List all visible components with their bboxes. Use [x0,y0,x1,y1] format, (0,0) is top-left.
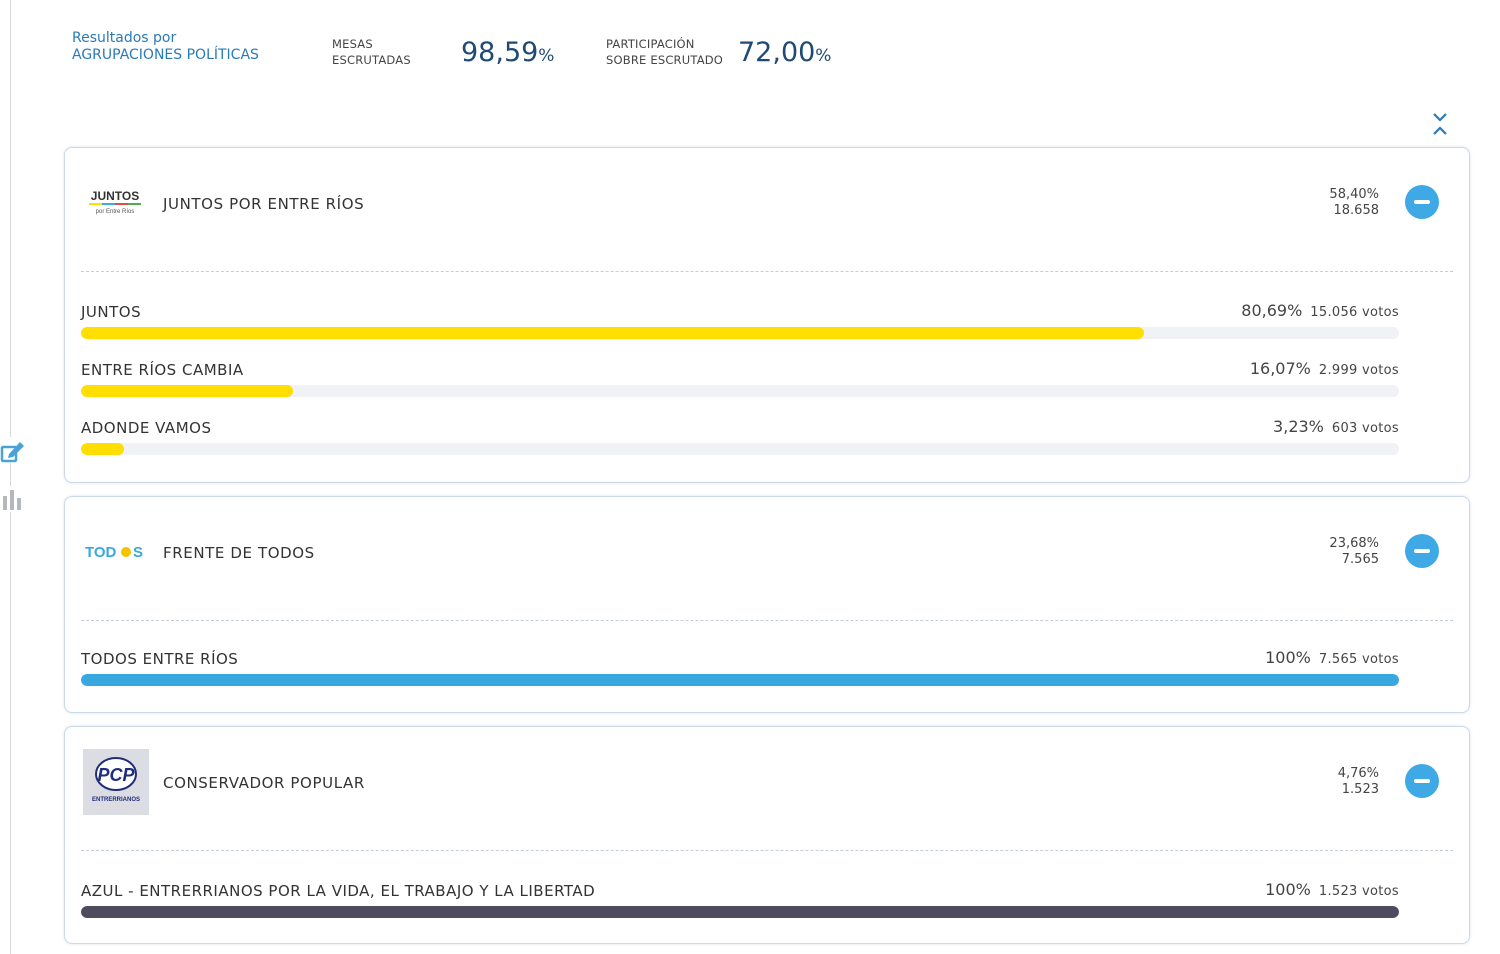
collapse-card-button[interactable] [1405,764,1439,798]
pcp-logo-text-2: ENTRERRIANOS [92,797,140,803]
sublist-name: AZUL - ENTRERRIANOS POR LA VIDA, EL TRAB… [81,882,596,900]
party-pct: 58,40% [1329,187,1379,202]
pcp-logo-text-1: PCP [97,765,135,785]
participacion-label: PARTICIPACIÓN SOBRE ESCRUTADO [606,36,723,68]
mesas-label: MESAS ESCRUTADAS [332,36,411,68]
party-votes: 1.523 [1341,782,1379,797]
progress-track [81,327,1399,339]
sublist-votes: 15.056 votos [1310,305,1399,320]
sublist-result: 16,07% 2.999 votos [1250,359,1399,378]
progress-fill [81,443,124,455]
participacion-number: 72,00 [738,37,816,68]
sublist-votes: 603 votos [1331,421,1399,436]
party-votes: 18.658 [1333,203,1380,218]
party-name: CONSERVADOR POPULAR [163,774,365,792]
mesas-label-line2: ESCRUTADAS [332,53,411,67]
progress-track [81,385,1399,397]
party-pct: 4,76% [1337,766,1379,781]
party-votes: 7.565 [1341,552,1379,567]
sublist-name: JUNTOS [81,303,142,321]
party-name: FRENTE DE TODOS [163,544,315,562]
party-stats: 23,68% 7.565 [1329,536,1379,568]
mesas-number: 98,59 [461,37,539,68]
juntos-logo-subtitle: por Entre Ríos [96,209,135,215]
results-title-line1: Resultados por [72,30,177,46]
left-rail-line [10,0,11,954]
progress-track [81,906,1399,918]
progress-track [81,674,1399,686]
party-stats: 58,40% 18.658 [1329,187,1379,219]
sublist-votes: 1.523 votos [1318,884,1399,899]
collapse-all-icon[interactable] [1428,110,1452,138]
mesas-label-line1: MESAS [332,37,373,51]
todos-logo-text-2: S [133,544,143,561]
progress-fill [81,327,1145,339]
sublist-pct: 100% [1265,880,1311,899]
results-title: Resultados por AGRUPACIONES POLÍTICAS [72,30,259,64]
progress-fill [81,385,293,397]
party-card-juntos: JUNTOS por Entre Ríos JUNTOS POR ENTRE R… [64,147,1470,483]
juntos-logo: JUNTOS por Entre Ríos [83,188,147,218]
collapse-card-button[interactable] [1405,185,1439,219]
sublist-pct: 16,07% [1249,359,1311,378]
collapse-card-button[interactable] [1405,534,1439,568]
party-card-pcp: PCP ENTRERRIANOS CONSERVADOR POPULAR 4,7… [64,726,1470,944]
edit-icon[interactable] [0,437,26,463]
sublist-name: TODOS ENTRE RÍOS [81,650,239,668]
card-divider [81,850,1453,851]
party-stats: 4,76% 1.523 [1338,766,1379,798]
sublist-result: 3,23% 603 votos [1273,417,1399,436]
sublist-pct: 80,69% [1241,301,1303,320]
party-card-todos: TOD S FRENTE DE TODOS 23,68% 7.565 TODOS… [64,496,1470,713]
party-pct: 23,68% [1329,536,1379,551]
sublist-result: 80,69% 15.056 votos [1241,301,1399,320]
sublist-result: 100% 7.565 votos [1265,648,1399,667]
sublist-pct: 3,23% [1273,417,1324,436]
participacion-label-line1: PARTICIPACIÓN [606,37,695,51]
mesas-unit: % [538,46,555,66]
progress-fill [81,906,1399,918]
card-divider [81,271,1453,272]
sublist-pct: 100% [1265,648,1311,667]
results-title-line2: AGRUPACIONES POLÍTICAS [72,47,259,63]
participacion-label-line2: SOBRE ESCRUTADO [606,53,724,67]
progress-track [81,443,1399,455]
party-name: JUNTOS POR ENTRE RÍOS [163,195,365,213]
sublist-result: 100% 1.523 votos [1265,880,1399,899]
results-header: Resultados por AGRUPACIONES POLÍTICAS ME… [72,28,972,84]
card-divider [81,620,1453,621]
sublist-name: ENTRE RÍOS CAMBIA [81,361,244,379]
mesas-value: 98,59% [461,36,554,73]
sublist-votes: 7.565 votos [1318,652,1399,667]
progress-fill [81,674,1399,686]
bar-chart-icon[interactable] [0,486,26,512]
pcp-logo: PCP ENTRERRIANOS [83,749,149,815]
todos-logo: TOD S [83,541,147,563]
juntos-logo-title: JUNTOS [91,189,139,203]
todos-logo-text-1: TOD [85,544,117,561]
participacion-unit: % [815,46,832,66]
sublist-votes: 2.999 votos [1318,363,1399,378]
participacion-value: 72,00% [738,36,831,73]
sublist-name: ADONDE VAMOS [81,419,212,437]
